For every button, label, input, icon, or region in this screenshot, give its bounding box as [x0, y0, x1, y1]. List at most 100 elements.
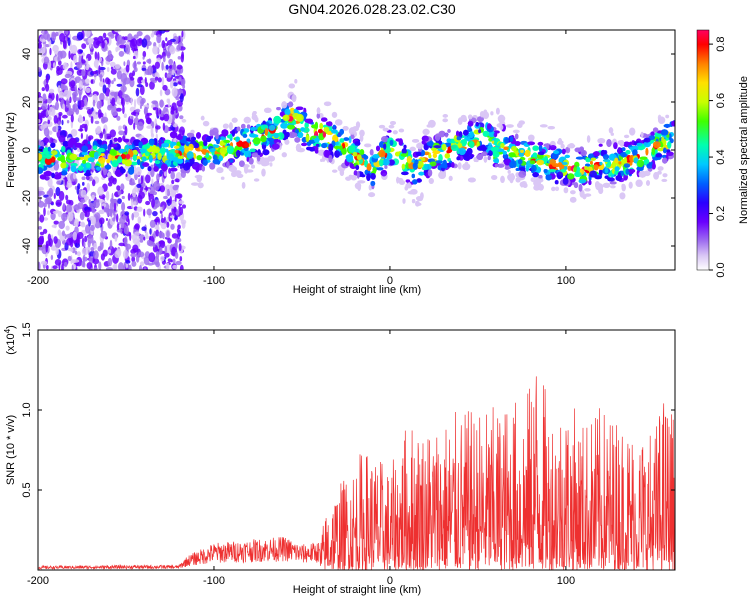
noise-blob	[174, 251, 179, 259]
signal-blob	[671, 120, 675, 127]
signal-blob	[417, 142, 423, 150]
noise-blob	[178, 205, 181, 212]
signal-blob	[432, 150, 441, 155]
signal-blob	[665, 149, 671, 153]
signal-blob	[188, 143, 194, 151]
noise-blob	[114, 234, 118, 242]
noise-blob	[160, 218, 165, 223]
signal-blob	[604, 167, 609, 174]
noise-blob	[177, 56, 181, 60]
signal-blob	[221, 129, 229, 137]
signal-blob	[268, 124, 276, 131]
noise-blob	[158, 240, 165, 245]
signal-blob	[617, 147, 621, 154]
noise-blob	[85, 224, 91, 234]
noise-blob	[98, 81, 105, 87]
signal-blob	[420, 192, 424, 200]
signal-blob	[493, 132, 498, 138]
signal-blob	[446, 138, 452, 143]
noise-blob	[80, 189, 87, 198]
signal-blob	[372, 154, 380, 159]
signal-blob	[511, 158, 515, 164]
noise-blob	[113, 77, 116, 82]
signal-blob	[267, 137, 275, 142]
signal-blob	[585, 163, 591, 167]
noise-blob	[83, 97, 88, 107]
noise-blob	[131, 188, 137, 198]
noise-blob	[90, 224, 95, 231]
snr-ylabel: SNR (10 * v/v)	[5, 415, 17, 485]
noise-blob	[143, 267, 147, 270]
x-tick-label: -100	[203, 275, 225, 287]
signal-blob	[44, 157, 53, 166]
signal-blob	[294, 79, 298, 84]
noise-blob	[134, 231, 140, 237]
noise-blob	[81, 247, 89, 256]
signal-blob	[58, 172, 62, 176]
signal-blob	[469, 141, 475, 148]
signal-blob	[458, 147, 466, 156]
signal-blob	[339, 169, 345, 176]
x-tick-label: -200	[27, 575, 49, 587]
noise-blob	[47, 119, 50, 125]
signal-blob	[643, 170, 651, 177]
signal-blob	[70, 165, 77, 173]
noise-blob	[110, 91, 116, 96]
noise-blob	[106, 218, 108, 221]
signal-blob	[480, 152, 484, 157]
signal-blob	[442, 118, 449, 123]
signal-blob	[503, 137, 509, 144]
signal-blob	[428, 119, 436, 128]
noise-blob	[102, 32, 107, 39]
signal-blob	[227, 134, 233, 139]
noise-blob	[152, 211, 158, 217]
noise-blob	[158, 231, 164, 239]
signal-blob	[651, 147, 656, 155]
noise-blob	[56, 180, 62, 185]
noise-blob	[81, 59, 86, 64]
noise-blob	[40, 35, 45, 39]
signal-blob	[343, 137, 350, 141]
noise-blob	[58, 91, 65, 99]
noise-blob	[138, 251, 145, 258]
signal-blob	[467, 120, 474, 127]
noise-blob	[170, 259, 173, 263]
noise-blob	[133, 122, 136, 130]
noise-blob	[107, 257, 113, 267]
noise-blob	[129, 77, 135, 81]
noise-blob	[114, 94, 118, 102]
signal-blob	[98, 157, 106, 164]
signal-blob	[570, 190, 576, 195]
signal-blob	[662, 173, 668, 178]
colorbar: 0.00.20.40.60.8 Normalized spectral ampl…	[696, 29, 750, 278]
signal-blob	[499, 124, 504, 130]
signal-blob	[593, 164, 599, 171]
noise-blob	[134, 223, 140, 230]
noise-blob	[83, 241, 86, 248]
noise-blob	[176, 44, 182, 51]
noise-blob	[176, 228, 180, 234]
signal-blob	[130, 165, 134, 171]
noise-blob	[43, 202, 47, 208]
y-tick-label: 40	[21, 48, 33, 60]
noise-blob	[90, 51, 94, 55]
signal-blob	[657, 166, 664, 171]
signal-blob	[242, 133, 248, 138]
signal-blob	[260, 157, 266, 165]
signal-blob	[201, 165, 205, 172]
signal-blob	[306, 118, 314, 124]
noise-blob	[99, 209, 103, 214]
signal-blob	[219, 147, 227, 155]
noise-blob	[164, 245, 168, 254]
signal-blob	[507, 173, 515, 182]
noise-blob	[148, 188, 151, 193]
noise-blob	[146, 239, 152, 246]
noise-blob	[43, 30, 49, 40]
noise-blob	[60, 78, 68, 85]
noise-blob	[86, 182, 91, 192]
signal-blob	[416, 178, 422, 183]
noise-blob	[118, 125, 123, 130]
signal-blob	[81, 151, 88, 156]
signal-blob	[573, 165, 577, 173]
noise-blob	[99, 99, 102, 109]
